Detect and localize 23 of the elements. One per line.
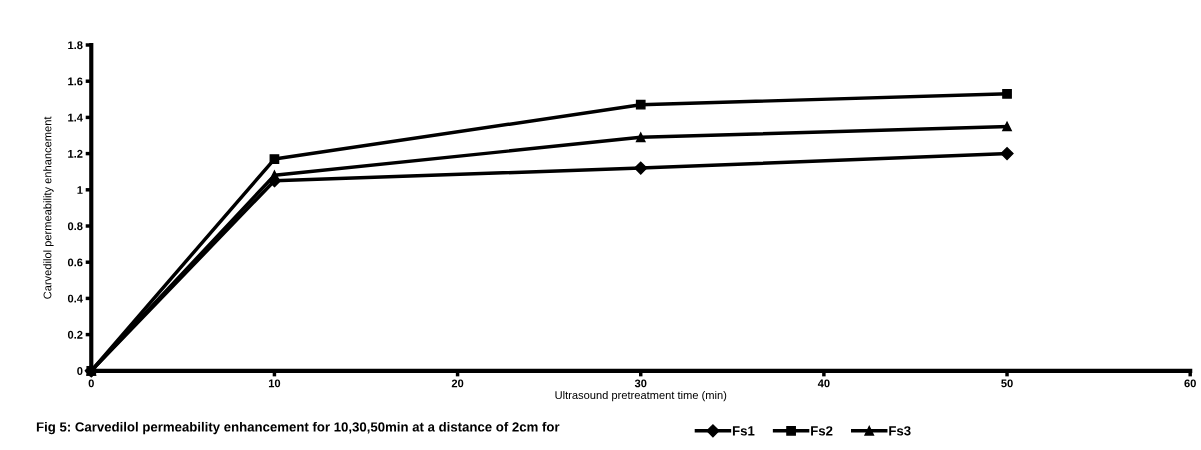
x-tick-label: 30 (634, 379, 647, 388)
legend-label: Fs1 (732, 426, 755, 436)
y-tick-label: 1 (77, 186, 83, 194)
x-tick-label: 50 (1001, 379, 1013, 388)
legend-label: Fs2 (811, 426, 833, 436)
y-tick-label: 0 (77, 367, 83, 375)
x-tick-label: 60 (1184, 379, 1196, 388)
y-tick-label: 0.8 (67, 222, 83, 231)
legend-label: Fs3 (889, 426, 911, 436)
y-tick-label: 1.8 (68, 41, 83, 50)
x-axis-title: Ultrasound pretreatment time (min) (555, 390, 727, 402)
y-tick-label: 1.6 (68, 77, 83, 86)
caption: Fig 5: Carvedilol permeability enhancement for 10,30,50min at a distance of 2cm for (36, 421, 560, 435)
x-tick-label: 40 (817, 379, 830, 388)
y-tick-label: 1.2 (68, 149, 83, 158)
y-tick-label: 0.4 (67, 294, 83, 303)
y-tick-label: 0.6 (67, 258, 83, 267)
y-tick-label: 0.2 (67, 330, 83, 339)
x-tick-label: 20 (451, 379, 464, 388)
x-tick-label: 10 (268, 379, 281, 388)
x-tick-label: 0 (88, 379, 94, 388)
y-axis-title: Carvedilol permeability enhancement (43, 116, 54, 299)
y-tick-label: 1.4 (68, 113, 83, 122)
